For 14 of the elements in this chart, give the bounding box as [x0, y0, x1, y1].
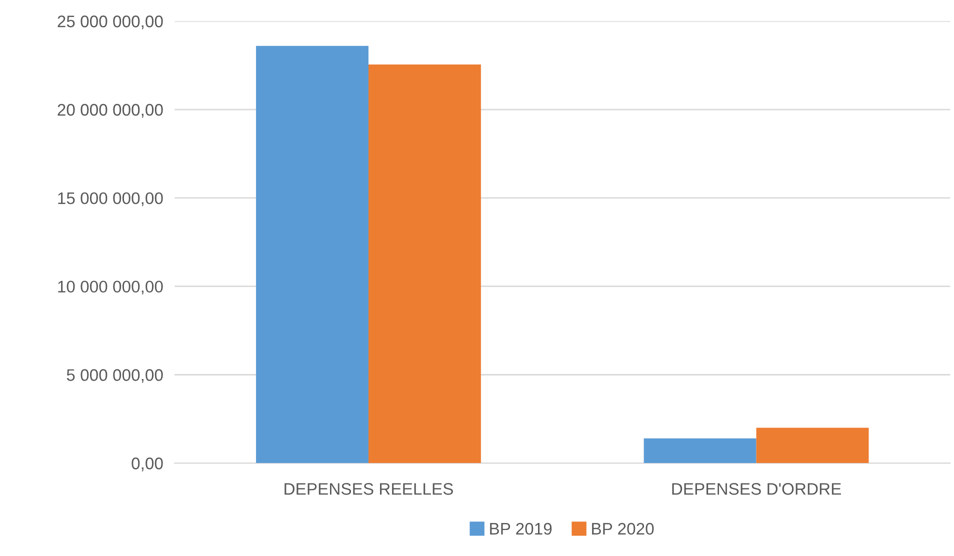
- y-tick-label: 15 000 000,00: [58, 192, 163, 206]
- y-tick-label: 20 000 000,00: [58, 104, 163, 118]
- legend-label: BP 2020: [592, 522, 654, 535]
- bar: [756, 428, 869, 464]
- y-tick-label: 0,00: [132, 458, 163, 472]
- x-tick-label: DEPENSES REELLES: [284, 483, 453, 495]
- bar: [368, 64, 481, 464]
- bar: [256, 46, 368, 464]
- bar: [644, 438, 756, 464]
- y-tick-label: 5 000 000,00: [66, 369, 163, 383]
- legend-label: BP 2019: [490, 522, 552, 535]
- x-tick-label: DEPENSES D'ORDRE: [672, 483, 841, 495]
- y-tick-label: 10 000 000,00: [58, 280, 163, 295]
- y-tick-label: 25 000 000,00: [58, 16, 163, 30]
